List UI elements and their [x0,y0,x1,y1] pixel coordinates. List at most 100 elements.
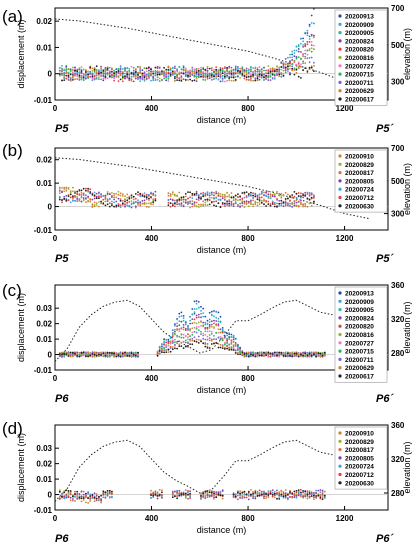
data-point [284,355,287,358]
data-point [58,495,61,498]
legend-marker [338,431,342,435]
data-point [197,75,200,78]
y-tick-label: -0.01 [34,96,53,105]
data-point [315,351,317,354]
data-point [256,490,259,493]
data-point [300,203,302,206]
data-point [87,502,89,504]
data-point [302,194,304,197]
data-point [291,491,294,494]
data-point [189,73,192,75]
data-point [287,193,289,196]
elevation-profile-line [54,18,369,88]
data-point [267,69,270,72]
data-point [74,73,76,75]
data-point [91,192,94,195]
data-point [273,73,276,76]
data-point [191,308,194,310]
data-point [221,80,224,83]
data-point [102,72,105,75]
data-point [195,194,198,197]
data-point [308,192,311,194]
panel-label: (c) [2,281,22,300]
data-point [156,67,159,70]
data-point [306,352,309,354]
data-point [221,331,224,334]
data-point [295,204,298,207]
legend-entry: 20200905 [345,307,374,314]
data-point [187,491,189,494]
data-point [154,70,157,73]
legend-entry: 20200715 [345,72,374,79]
data-point [208,75,211,78]
data-point [180,336,183,339]
data-point [221,194,224,196]
data-point [152,494,155,497]
data-point [165,348,168,351]
data-point [302,54,304,57]
data-point [76,197,79,200]
data-point [106,66,109,69]
data-point [232,338,235,341]
data-point [139,195,142,198]
data-point [137,72,139,74]
data-point [154,79,157,81]
data-point [121,351,124,354]
data-point [230,347,233,350]
profile-end-label: P5´ [376,123,394,135]
data-point [119,200,122,202]
data-point [260,196,263,199]
data-point [210,339,213,342]
data-point [176,195,179,198]
y-tick-label: 0.01 [36,179,52,188]
data-point [104,204,107,207]
data-point [167,68,170,71]
data-point [313,36,315,39]
data-point [67,195,70,198]
legend-entry: 20200724 [345,187,374,194]
data-point [200,333,202,335]
data-point [72,79,74,81]
data-point [189,71,192,74]
data-point [182,65,185,67]
data-point [98,192,100,195]
data-point [228,343,231,346]
data-point [210,323,213,326]
data-point [128,354,131,357]
data-point [113,192,115,195]
data-point [304,490,307,493]
data-point [108,354,111,357]
data-point [254,74,257,77]
data-point [167,338,170,341]
data-point [215,66,218,68]
data-point [271,195,274,198]
data-point [287,65,289,68]
data-point [150,79,152,82]
data-point [282,492,285,495]
data-point [195,308,198,310]
data-point [210,314,213,317]
data-point [145,74,148,77]
data-point [187,329,189,331]
data-point [93,77,96,79]
data-point [180,196,183,199]
data-point [217,78,220,80]
data-point [278,66,281,69]
data-point [247,351,250,354]
data-point [289,199,291,202]
data-point [178,315,181,318]
data-point [65,77,68,80]
data-point [113,198,115,201]
data-point [256,194,259,197]
data-point [265,72,267,75]
data-point [260,490,263,493]
data-point [128,71,131,73]
data-point [256,67,259,69]
data-point [269,195,272,198]
data-point [208,73,211,76]
data-point [117,205,120,207]
data-point [202,203,205,206]
data-point [143,67,146,70]
y-tick-label: 0.03 [36,444,52,453]
data-point [141,78,144,81]
